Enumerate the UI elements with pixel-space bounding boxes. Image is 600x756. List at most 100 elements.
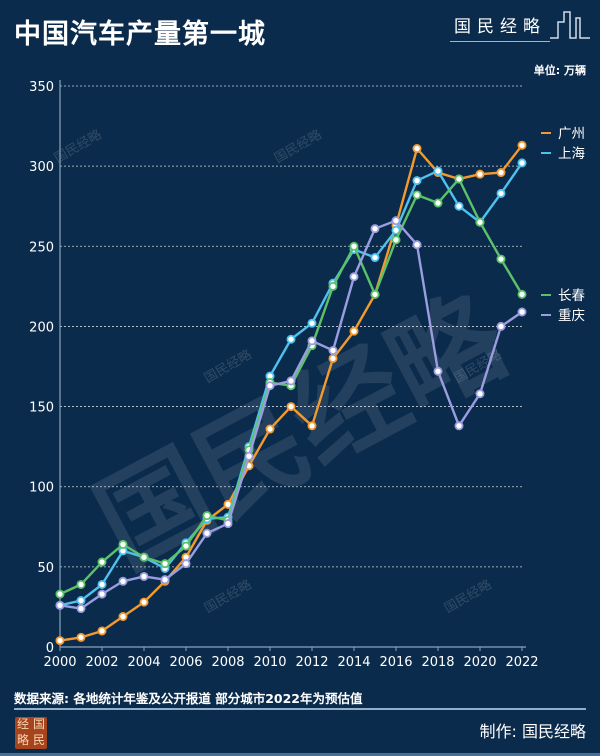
x-tick-label: 2020 bbox=[463, 655, 496, 670]
watermark-small: 国民经略 bbox=[201, 347, 254, 387]
data-point bbox=[517, 307, 527, 317]
data-point bbox=[370, 289, 380, 299]
x-tick-label: 2002 bbox=[85, 655, 118, 670]
data-point bbox=[475, 217, 485, 227]
data-point bbox=[181, 559, 191, 569]
watermark: 国民经略 bbox=[76, 270, 527, 591]
data-point bbox=[76, 579, 86, 589]
x-tick-label: 2004 bbox=[127, 655, 160, 670]
data-point bbox=[454, 201, 464, 211]
y-tick-label: 200 bbox=[29, 320, 54, 335]
data-point bbox=[160, 559, 170, 569]
data-point bbox=[118, 612, 128, 622]
y-tick-label: 300 bbox=[29, 160, 54, 175]
data-point bbox=[223, 519, 233, 529]
data-point bbox=[517, 289, 527, 299]
x-tick-label: 2008 bbox=[211, 655, 244, 670]
page-title: 中国汽车产量第一城 bbox=[14, 19, 266, 50]
x-tick-label: 2000 bbox=[43, 655, 76, 670]
y-tick-label: 350 bbox=[29, 80, 54, 95]
data-point bbox=[202, 528, 212, 538]
x-tick-label: 2016 bbox=[379, 655, 412, 670]
data-point bbox=[55, 636, 65, 646]
data-point bbox=[97, 557, 107, 567]
data-point bbox=[139, 571, 149, 581]
series-长春 bbox=[55, 174, 527, 599]
data-point bbox=[202, 511, 212, 521]
data-point bbox=[433, 366, 443, 376]
brand-seal-logo: 经国略民 bbox=[15, 717, 47, 749]
data-point bbox=[160, 575, 170, 585]
maker-credit: 制作: 国民经略 bbox=[479, 722, 586, 741]
data-point bbox=[118, 539, 128, 549]
y-tick-label: 250 bbox=[29, 240, 54, 255]
data-point bbox=[475, 169, 485, 179]
legend-label: 广州 bbox=[558, 126, 585, 142]
data-point bbox=[97, 589, 107, 599]
data-point bbox=[55, 600, 65, 610]
brand-logo-text: 国民经略 bbox=[450, 12, 550, 42]
data-point bbox=[349, 241, 359, 251]
data-point bbox=[286, 376, 296, 386]
data-point bbox=[454, 174, 464, 184]
data-point bbox=[370, 224, 380, 234]
data-point bbox=[76, 604, 86, 614]
data-point bbox=[412, 240, 422, 250]
data-point bbox=[265, 381, 275, 391]
bottom-border bbox=[0, 753, 600, 756]
y-tick-label: 100 bbox=[29, 481, 54, 496]
data-point bbox=[496, 188, 506, 198]
data-point bbox=[328, 281, 338, 291]
x-tick-label: 2014 bbox=[337, 655, 370, 670]
data-point bbox=[496, 168, 506, 178]
data-point bbox=[76, 596, 86, 606]
data-point bbox=[391, 235, 401, 245]
data-point bbox=[244, 451, 254, 461]
unit-label: 单位: 万辆 bbox=[533, 64, 586, 77]
data-point bbox=[349, 326, 359, 336]
data-point bbox=[139, 597, 149, 607]
x-tick-label: 2010 bbox=[253, 655, 286, 670]
data-point bbox=[265, 424, 275, 434]
data-point bbox=[286, 402, 296, 412]
x-tick-label: 2018 bbox=[421, 655, 454, 670]
data-point bbox=[307, 421, 317, 431]
data-point bbox=[76, 632, 86, 642]
data-point bbox=[118, 576, 128, 586]
data-point bbox=[286, 334, 296, 344]
watermark-small: 国民经略 bbox=[201, 577, 254, 617]
data-point bbox=[496, 254, 506, 264]
series-重庆 bbox=[55, 216, 527, 614]
x-tick-label: 2012 bbox=[295, 655, 328, 670]
data-point bbox=[391, 216, 401, 226]
data-point bbox=[97, 579, 107, 589]
data-point bbox=[517, 140, 527, 150]
data-point bbox=[454, 421, 464, 431]
x-tick-label: 2022 bbox=[505, 655, 538, 670]
data-point bbox=[139, 552, 149, 562]
data-point bbox=[307, 336, 317, 346]
data-point bbox=[328, 353, 338, 363]
data-point bbox=[433, 166, 443, 176]
data-point bbox=[433, 198, 443, 208]
data-point bbox=[412, 176, 422, 186]
data-point bbox=[55, 589, 65, 599]
data-point bbox=[412, 144, 422, 154]
data-point bbox=[328, 345, 338, 355]
data-point bbox=[475, 389, 485, 399]
data-source: 数据来源: 各地统计年鉴及公开报道 部分城市2022年为预估值 bbox=[14, 691, 363, 706]
data-point bbox=[412, 190, 422, 200]
data-point bbox=[307, 318, 317, 328]
building-icon bbox=[550, 11, 590, 39]
data-point bbox=[517, 158, 527, 168]
x-tick-label: 2006 bbox=[169, 655, 202, 670]
y-tick-label: 50 bbox=[37, 561, 54, 576]
data-point bbox=[370, 253, 380, 263]
legend-label: 重庆 bbox=[558, 308, 585, 324]
data-point bbox=[181, 541, 191, 551]
y-tick-label: 150 bbox=[29, 401, 54, 416]
data-point bbox=[349, 272, 359, 282]
legend-label: 上海 bbox=[558, 146, 585, 162]
data-point bbox=[496, 321, 506, 331]
